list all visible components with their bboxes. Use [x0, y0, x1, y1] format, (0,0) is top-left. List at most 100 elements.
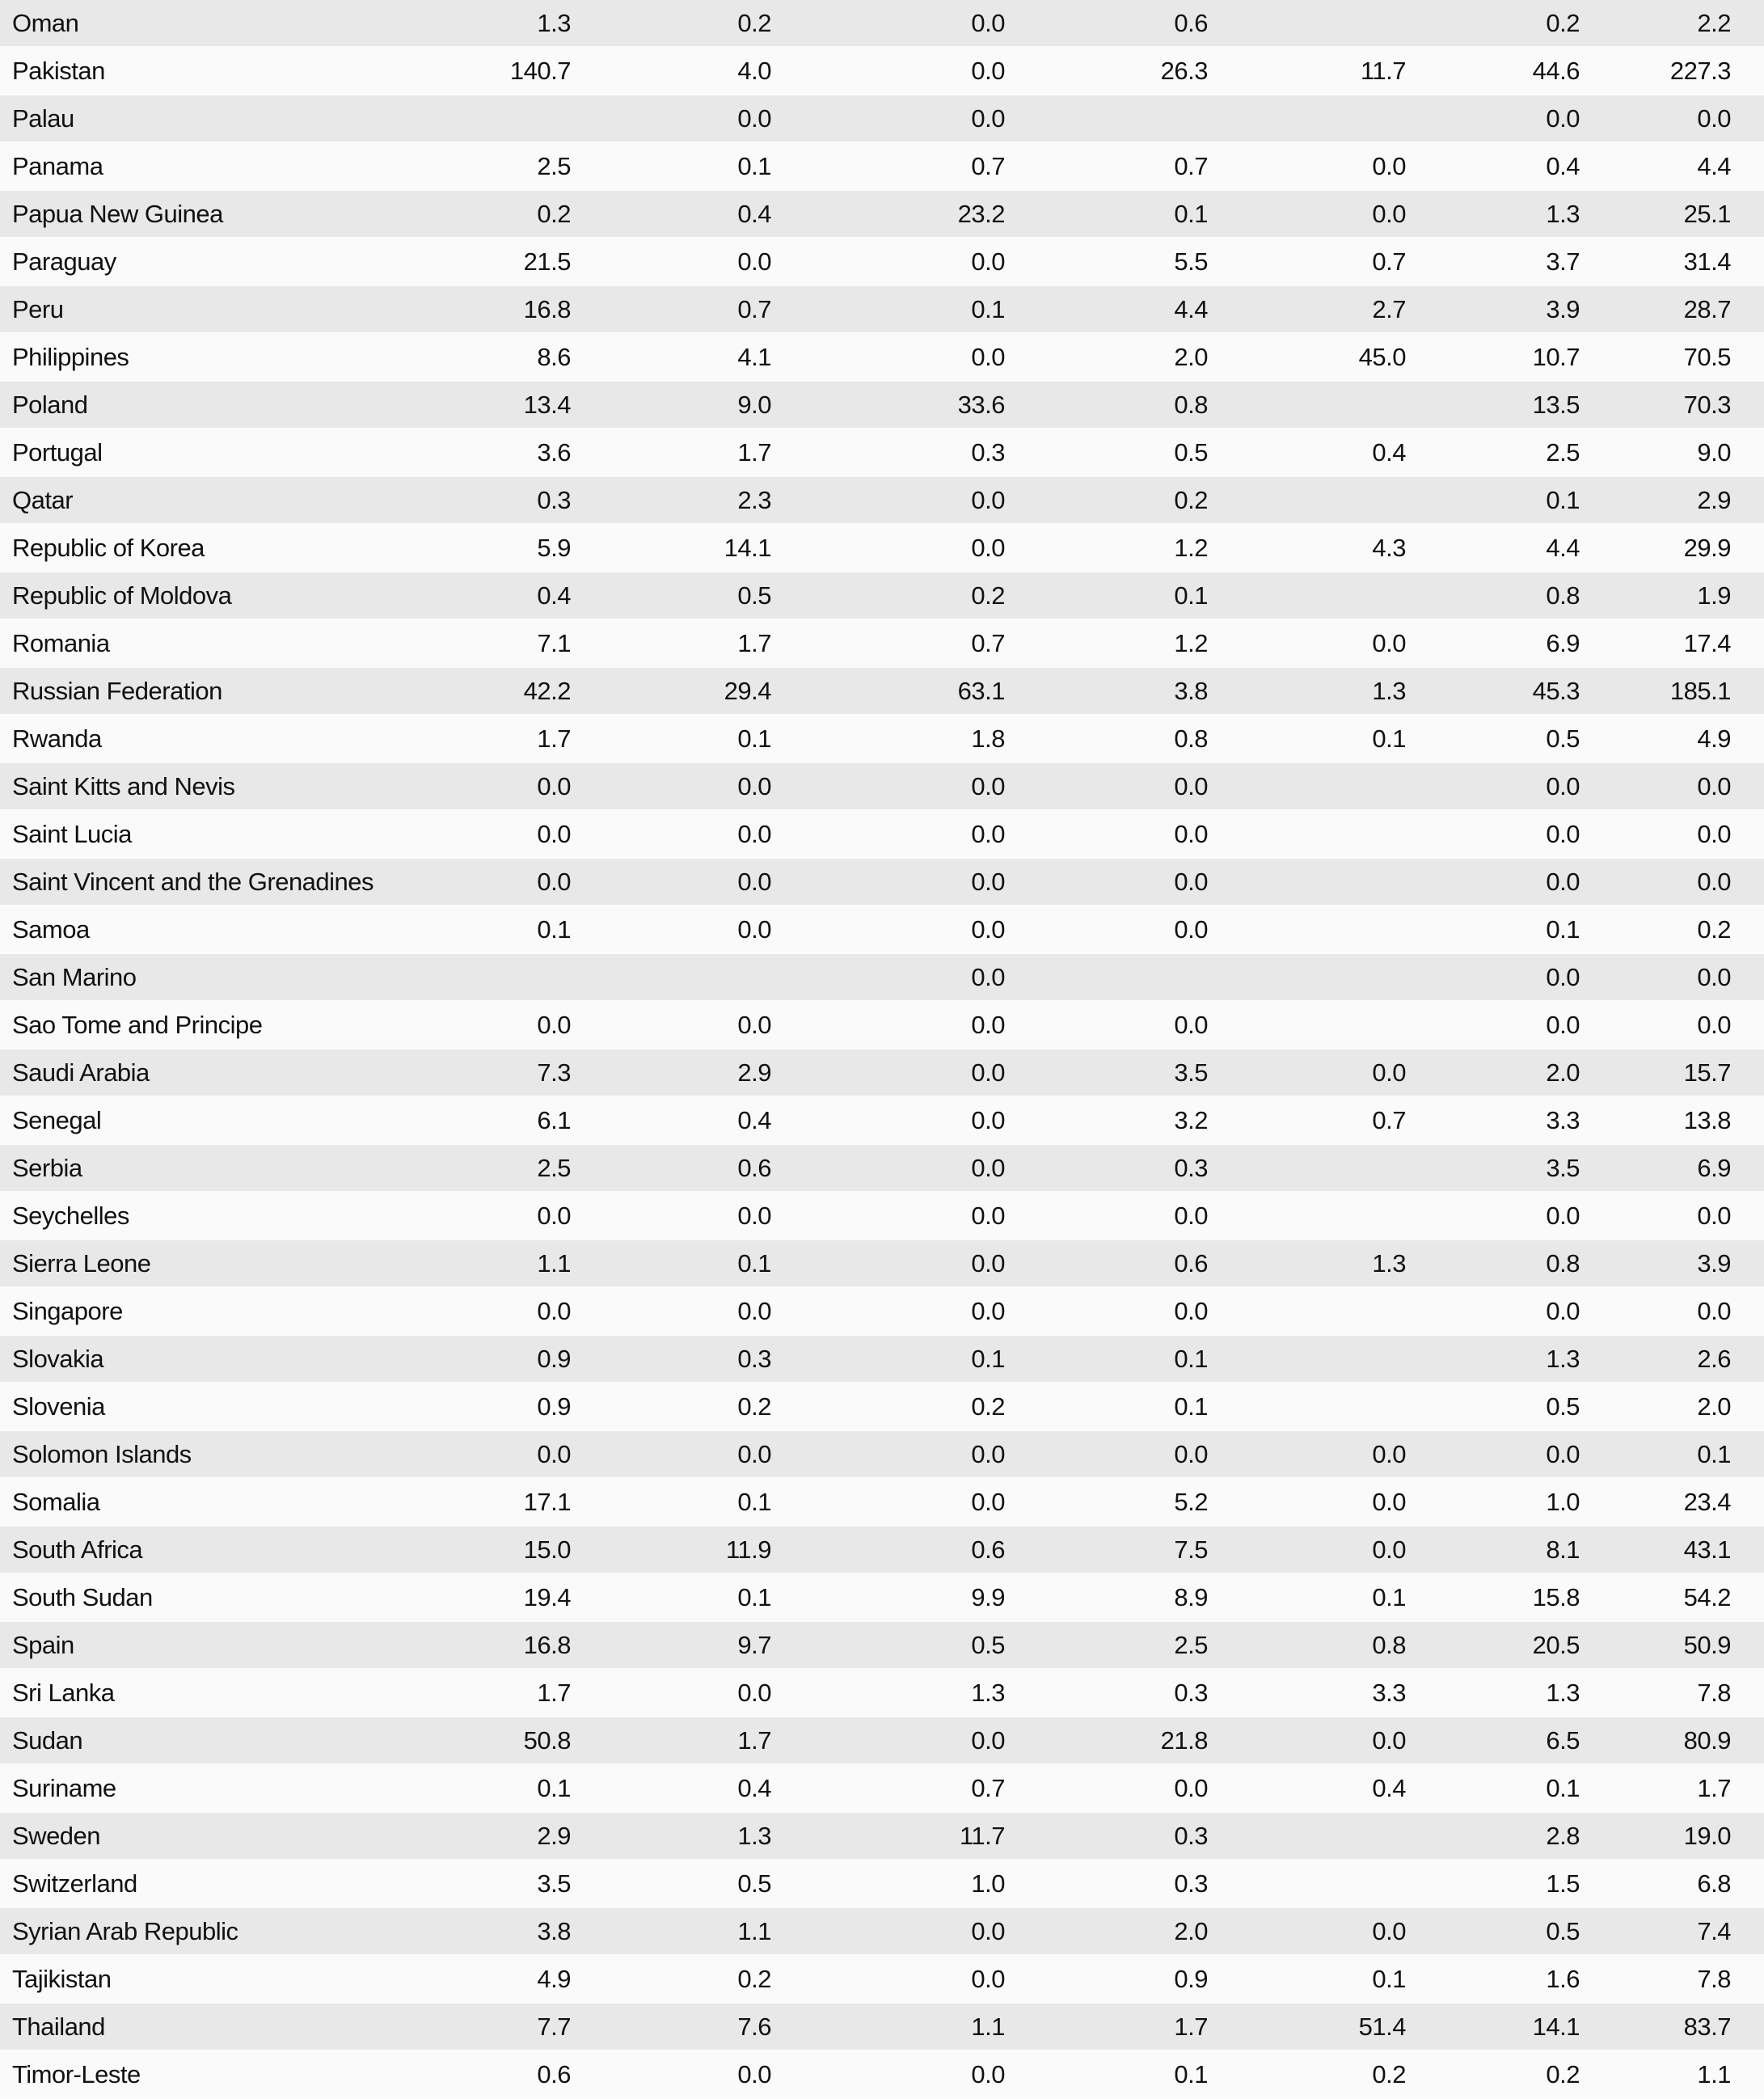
value-cell: 1.7 — [737, 1726, 771, 1755]
value-cell: 0.0 — [737, 772, 771, 800]
value-cell: 0.0 — [971, 1917, 1005, 1945]
value-cell: 0.0 — [971, 1011, 1005, 1039]
country-name: Papua New Guinea — [12, 200, 223, 228]
value-cell: 2.9 — [737, 1058, 771, 1087]
value-cell — [1244, 859, 1406, 905]
table-row: Somalia 17.1 0.1 0.0 5.2 0.0 1.0 23.4 — [0, 1479, 1764, 1527]
country-name: Paraguay — [12, 247, 116, 276]
table-row: Senegal 6.1 0.4 0.0 3.2 0.7 3.3 13.8 — [0, 1097, 1764, 1145]
value-cell — [1244, 477, 1406, 523]
value-cell: 0.5 — [1546, 1917, 1580, 1945]
value-cell: 1.7 — [737, 629, 771, 657]
value-cell: 1.3 — [1546, 200, 1580, 228]
value-cell: 0.2 — [737, 9, 771, 37]
value-cell — [1244, 811, 1406, 857]
value-cell: 0.3 — [971, 438, 1005, 467]
table-row: Singapore 0.0 0.0 0.0 0.0 0.0 0.0 — [0, 1288, 1764, 1336]
value-cell: 0.0 — [537, 820, 571, 848]
value-cell: 4.4 — [1174, 295, 1208, 323]
value-cell: 11.7 — [1360, 57, 1407, 85]
table-row: Portugal 3.6 1.7 0.3 0.5 0.4 2.5 9.0 — [0, 429, 1764, 477]
value-cell — [1244, 763, 1406, 809]
value-cell: 1.7 — [1697, 1774, 1731, 1802]
table-row: Saint Vincent and the Grenadines 0.0 0.0 0.… — [0, 859, 1764, 906]
value-cell: 1.1 — [971, 2012, 1005, 2041]
value-cell: 80.9 — [1683, 1726, 1732, 1755]
value-cell: 15.8 — [1532, 1583, 1580, 1611]
value-cell: 0.7 — [971, 1774, 1005, 1802]
value-cell: 1.7 — [1174, 2012, 1208, 2041]
value-cell: 5.2 — [1174, 1488, 1208, 1516]
value-cell: 0.7 — [737, 295, 771, 323]
table-row: Saudi Arabia 7.3 2.9 0.0 3.5 0.0 2.0 15.7 — [0, 1050, 1764, 1097]
value-cell: 63.1 — [957, 677, 1006, 705]
value-cell: 0.1 — [1174, 581, 1208, 610]
table-row: Suriname 0.1 0.4 0.7 0.0 0.4 0.1 1.7 — [0, 1765, 1764, 1813]
country-name: Slovenia — [12, 1392, 105, 1421]
value-cell: 16.8 — [523, 295, 572, 323]
value-cell: 7.5 — [1174, 1535, 1208, 1564]
value-cell: 0.8 — [1372, 1631, 1406, 1659]
value-cell — [1244, 1383, 1406, 1430]
country-name: Palau — [12, 104, 74, 133]
value-cell: 0.0 — [537, 1440, 571, 1468]
value-cell: 0.0 — [1546, 772, 1580, 800]
country-name: San Marino — [12, 963, 137, 991]
value-cell: 1.3 — [1372, 1249, 1406, 1278]
value-cell: 0.0 — [1546, 104, 1580, 133]
table-row: Saint Kitts and Nevis 0.0 0.0 0.0 0.0 0.0 0.0 — [0, 763, 1764, 811]
value-cell: 0.0 — [1697, 820, 1731, 848]
table-row: Sao Tome and Principe 0.0 0.0 0.0 0.0 0.0 0.0 — [0, 1002, 1764, 1050]
value-cell: 0.1 — [1546, 1774, 1580, 1802]
value-cell: 3.2 — [1174, 1106, 1208, 1134]
value-cell: 0.5 — [737, 581, 771, 610]
value-cell: 0.0 — [537, 868, 571, 896]
value-cell — [1244, 572, 1406, 619]
value-cell: 29.9 — [1683, 534, 1732, 562]
table-row: Thailand 7.7 7.6 1.1 1.7 51.4 14.1 83.7 — [0, 2004, 1764, 2051]
value-cell: 0.1 — [737, 152, 771, 180]
value-cell: 17.4 — [1683, 629, 1732, 657]
value-cell: 15.0 — [523, 1535, 572, 1564]
value-cell: 4.4 — [1546, 534, 1580, 562]
value-cell: 0.6 — [1174, 1249, 1208, 1278]
value-cell: 10.7 — [1532, 343, 1580, 371]
value-cell: 2.3 — [737, 486, 771, 514]
value-cell: 0.0 — [737, 1202, 771, 1230]
value-cell: 0.4 — [1372, 438, 1406, 467]
table-row: Samoa 0.1 0.0 0.0 0.0 0.1 0.2 — [0, 906, 1764, 954]
value-cell: 0.0 — [971, 868, 1005, 896]
country-name: Republic of Moldova — [12, 581, 232, 610]
value-cell: 0.0 — [737, 1679, 771, 1707]
value-cell: 83.7 — [1683, 2012, 1732, 2041]
value-cell: 0.2 — [1697, 915, 1731, 944]
value-cell: 0.0 — [1546, 1440, 1580, 1468]
value-cell: 3.9 — [1546, 295, 1580, 323]
value-cell: 0.0 — [1372, 1488, 1406, 1516]
value-cell: 15.7 — [1683, 1058, 1732, 1087]
value-cell — [1046, 954, 1208, 1000]
value-cell: 6.9 — [1697, 1154, 1731, 1182]
value-cell: 0.8 — [1174, 724, 1208, 753]
country-name: Panama — [12, 152, 103, 180]
value-cell: 0.2 — [737, 1392, 771, 1421]
value-cell: 2.2 — [1697, 9, 1731, 37]
value-cell: 2.5 — [1546, 438, 1580, 467]
value-cell: 21.8 — [1160, 1726, 1209, 1755]
value-cell: 44.6 — [1532, 57, 1580, 85]
country-name: Romania — [12, 629, 110, 657]
value-cell: 0.0 — [971, 2060, 1005, 2088]
value-cell: 0.1 — [737, 1583, 771, 1611]
value-cell: 1.0 — [971, 1869, 1005, 1898]
value-cell: 7.4 — [1697, 1917, 1731, 1945]
value-cell: 2.7 — [1372, 295, 1406, 323]
value-cell: 31.4 — [1683, 247, 1732, 276]
country-name: Spain — [12, 1631, 74, 1659]
value-cell: 0.6 — [971, 1535, 1005, 1564]
value-cell: 0.3 — [1174, 1679, 1208, 1707]
country-name: Saint Vincent and the Grenadines — [12, 868, 374, 896]
value-cell: 70.5 — [1683, 343, 1732, 371]
value-cell: 0.0 — [1697, 1202, 1731, 1230]
value-cell: 2.0 — [1174, 1917, 1208, 1945]
value-cell — [409, 954, 571, 1000]
